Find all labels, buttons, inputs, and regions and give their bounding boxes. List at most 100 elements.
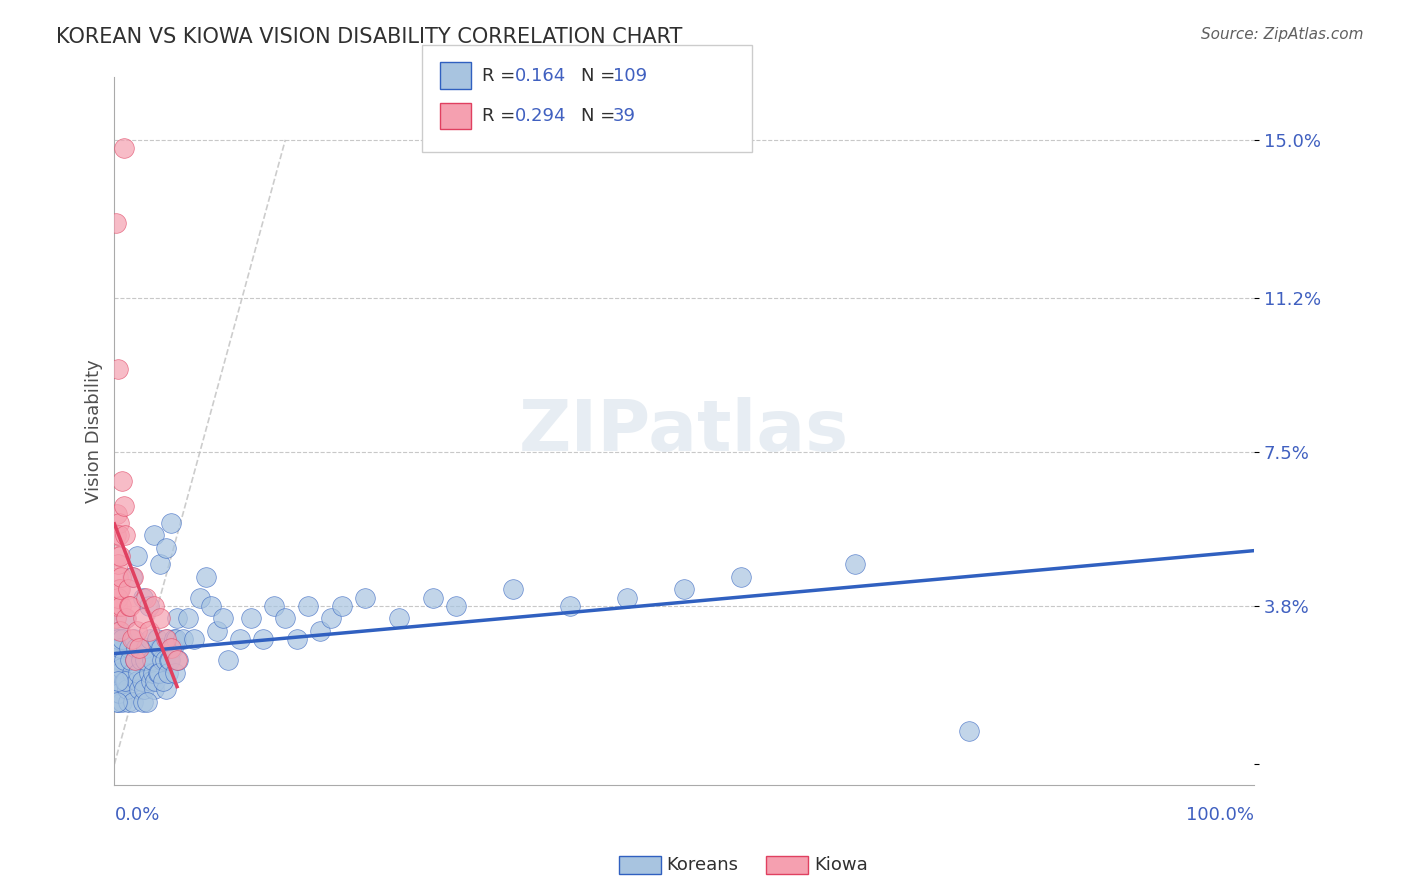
Text: 0.0%: 0.0%: [114, 806, 160, 824]
Point: [616, 591, 638, 605]
Point: [117, 695, 139, 709]
Text: N =: N =: [581, 67, 620, 85]
Point: [112, 141, 135, 155]
Point: [143, 599, 166, 613]
Point: [107, 361, 129, 376]
Text: KOREAN VS KIOWA VISION DISABILITY CORRELATION CHART: KOREAN VS KIOWA VISION DISABILITY CORREL…: [56, 27, 683, 46]
Point: [121, 570, 143, 584]
Point: [121, 665, 143, 680]
Point: [152, 673, 174, 688]
Point: [143, 682, 166, 697]
Point: [560, 599, 582, 613]
Point: [132, 682, 155, 697]
Point: [138, 624, 160, 638]
Point: [297, 599, 319, 613]
Point: [163, 632, 186, 647]
Point: [118, 599, 141, 613]
Point: [148, 665, 170, 680]
Point: [263, 599, 285, 613]
Point: [127, 624, 149, 638]
Point: [129, 653, 152, 667]
Point: [127, 665, 149, 680]
Point: [149, 611, 172, 625]
Point: [166, 611, 188, 625]
Point: [188, 591, 211, 605]
Text: ZIPatlas: ZIPatlas: [519, 397, 849, 466]
Point: [145, 673, 167, 688]
Point: [422, 591, 444, 605]
Point: [105, 599, 128, 613]
Point: [150, 640, 173, 655]
Point: [114, 611, 136, 625]
Point: [163, 665, 186, 680]
Point: [128, 682, 150, 697]
Point: [108, 665, 131, 680]
Text: R =: R =: [482, 107, 522, 125]
Point: [240, 611, 263, 625]
Point: [285, 632, 308, 647]
Point: [139, 673, 162, 688]
Point: [127, 549, 149, 563]
Point: [135, 640, 157, 655]
Text: N =: N =: [581, 107, 620, 125]
Point: [730, 570, 752, 584]
Point: [132, 611, 155, 625]
Point: [155, 541, 177, 555]
Point: [121, 695, 143, 709]
Point: [107, 558, 129, 572]
Point: [162, 640, 184, 655]
Point: [110, 570, 132, 584]
Text: 0.294: 0.294: [515, 107, 567, 125]
Point: [107, 653, 129, 667]
Text: Source: ZipAtlas.com: Source: ZipAtlas.com: [1201, 27, 1364, 42]
Point: [107, 695, 129, 709]
Point: [146, 665, 169, 680]
Point: [114, 528, 136, 542]
Point: [177, 611, 200, 625]
Point: [673, 582, 696, 597]
Point: [156, 632, 179, 647]
Point: [107, 591, 129, 605]
Point: [105, 508, 128, 522]
Point: [145, 632, 167, 647]
Point: [104, 611, 127, 625]
Point: [107, 673, 129, 688]
Point: [111, 474, 134, 488]
Point: [388, 611, 411, 625]
Point: [131, 673, 153, 688]
Text: 39: 39: [613, 107, 636, 125]
Point: [138, 632, 160, 647]
Point: [110, 682, 132, 697]
Point: [115, 682, 138, 697]
Point: [149, 558, 172, 572]
Point: [134, 653, 156, 667]
Point: [354, 591, 377, 605]
Point: [111, 632, 134, 647]
Point: [104, 632, 127, 647]
Point: [160, 640, 183, 655]
Point: [183, 632, 205, 647]
Point: [112, 653, 135, 667]
Point: [121, 570, 143, 584]
Point: [104, 528, 127, 542]
Point: [844, 558, 866, 572]
Point: [104, 640, 127, 655]
Text: Kiowa: Kiowa: [814, 856, 868, 874]
Point: [121, 632, 143, 647]
Text: 100.0%: 100.0%: [1185, 806, 1254, 824]
Point: [108, 582, 131, 597]
Point: [159, 653, 181, 667]
Point: [105, 549, 128, 563]
Point: [107, 632, 129, 647]
Point: [104, 682, 127, 697]
Point: [165, 632, 187, 647]
Point: [157, 653, 180, 667]
Point: [105, 645, 128, 659]
Point: [105, 673, 128, 688]
Point: [112, 499, 135, 513]
Point: [110, 661, 132, 675]
Point: [112, 673, 135, 688]
Point: [132, 591, 155, 605]
Point: [160, 516, 183, 530]
Point: [105, 665, 128, 680]
